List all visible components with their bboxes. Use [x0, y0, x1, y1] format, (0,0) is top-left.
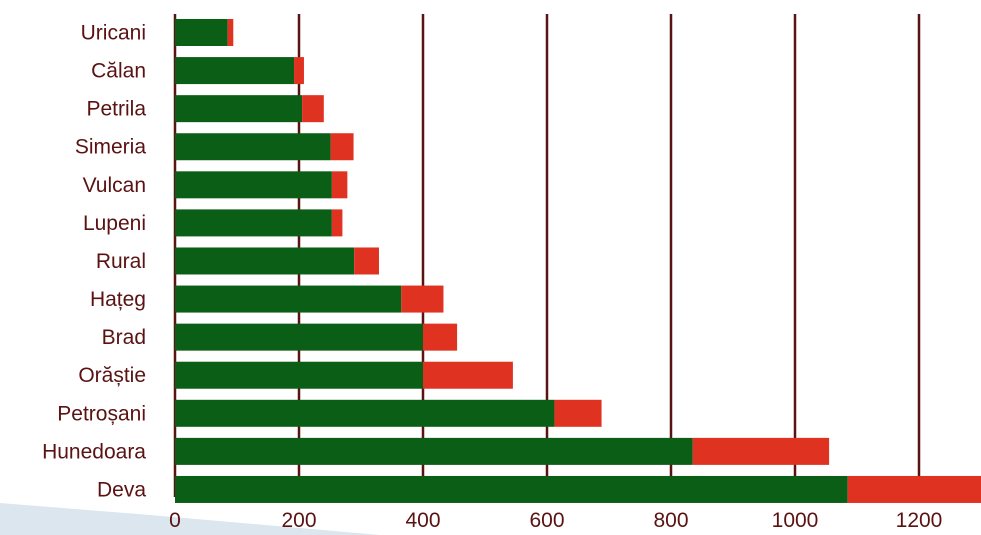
bar-1-12 [175, 475, 848, 503]
x-tick-label: 400 [405, 509, 440, 532]
decorative-swoosh [0, 503, 380, 535]
bars [175, 19, 981, 503]
bar-2-10 [554, 399, 602, 427]
category-label: Rural [96, 250, 146, 273]
category-labels: Uricani Călan Petrila Simeria Vulcan Lupeni Ru… [42, 22, 146, 502]
category-label: Călan [91, 60, 146, 83]
bar-1-4 [175, 171, 332, 199]
x-tick-labels: 0 200 400 600 800 1000 1200 [169, 509, 942, 532]
bar-2-4 [331, 171, 348, 199]
bar-1-6 [175, 247, 355, 275]
x-tick-label: 1200 [896, 509, 943, 532]
x-tick-label: 1000 [772, 509, 819, 532]
bar-1-8 [175, 323, 423, 351]
bar-2-8 [423, 323, 458, 351]
category-label: Lupeni [83, 212, 146, 235]
x-tick-label: 600 [529, 509, 564, 532]
bar-1-2 [175, 95, 303, 123]
bar-1-7 [175, 285, 402, 313]
category-label: Hațeg [90, 288, 146, 311]
category-label: Vulcan [83, 174, 146, 197]
category-label: Brad [102, 326, 146, 349]
bar-2-1 [294, 57, 304, 85]
gridlines [173, 14, 921, 497]
bar-1-5 [175, 209, 332, 237]
bar-1-11 [175, 437, 693, 465]
bar-2-5 [331, 209, 343, 237]
category-label: Petrila [86, 98, 146, 121]
bar-2-0 [227, 19, 234, 46]
bar-2-6 [354, 247, 379, 275]
bar-2-11 [692, 437, 830, 465]
category-label: Orăștie [78, 364, 146, 387]
category-label: Deva [97, 478, 146, 501]
bar-1-3 [175, 133, 331, 161]
bar-2-9 [423, 361, 513, 389]
bar-2-3 [330, 133, 354, 161]
bar-1-1 [175, 57, 295, 85]
bar-2-7 [401, 285, 444, 313]
bar-2-2 [302, 95, 324, 123]
category-label: Petroșani [57, 402, 146, 425]
bar-2-12 [847, 475, 981, 503]
category-label: Simeria [75, 136, 147, 159]
x-tick-label: 800 [653, 509, 688, 532]
bar-1-0 [175, 19, 228, 46]
bar-1-10 [175, 399, 555, 427]
bar-1-9 [175, 361, 423, 389]
category-label: Uricani [81, 22, 146, 45]
category-label: Hunedoara [42, 440, 146, 463]
x-tick-label: 0 [169, 509, 181, 532]
x-tick-label: 200 [281, 509, 316, 532]
